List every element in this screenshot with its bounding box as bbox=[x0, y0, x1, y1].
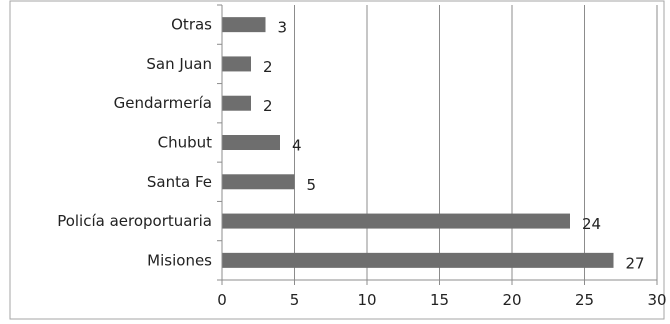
bar bbox=[222, 56, 251, 72]
data-label: 27 bbox=[626, 254, 645, 272]
axes bbox=[217, 4, 658, 285]
bar bbox=[222, 95, 251, 111]
bar bbox=[222, 17, 266, 33]
x-tick-label: 20 bbox=[502, 291, 521, 309]
data-label: 2 bbox=[263, 97, 273, 115]
bar bbox=[222, 252, 614, 268]
chart-frame bbox=[9, 0, 665, 320]
bars bbox=[222, 17, 614, 268]
data-label: 4 bbox=[292, 137, 302, 155]
x-tick-label: 30 bbox=[647, 291, 666, 309]
category-label: Otras bbox=[171, 16, 212, 34]
data-label: 24 bbox=[582, 215, 601, 233]
category-label: San Juan bbox=[146, 55, 212, 73]
data-label: 3 bbox=[278, 19, 288, 37]
bar bbox=[222, 213, 570, 229]
bar bbox=[222, 135, 280, 150]
category-label: Santa Fe bbox=[147, 173, 212, 191]
x-tick-label: 10 bbox=[357, 291, 376, 309]
x-tick-label: 5 bbox=[290, 291, 300, 309]
bar bbox=[222, 174, 295, 190]
category-label: Gendarmería bbox=[114, 94, 212, 112]
x-tick-label: 25 bbox=[575, 291, 594, 309]
data-label: 2 bbox=[263, 58, 273, 76]
category-label: Chubut bbox=[158, 134, 213, 152]
x-tick-label: 0 bbox=[217, 291, 227, 309]
data-label: 5 bbox=[307, 176, 317, 194]
category-label: Misiones bbox=[147, 251, 212, 269]
gridlines bbox=[294, 5, 658, 280]
x-tick-label: 15 bbox=[430, 291, 449, 309]
category-label: Policía aeroportuaria bbox=[57, 212, 212, 230]
